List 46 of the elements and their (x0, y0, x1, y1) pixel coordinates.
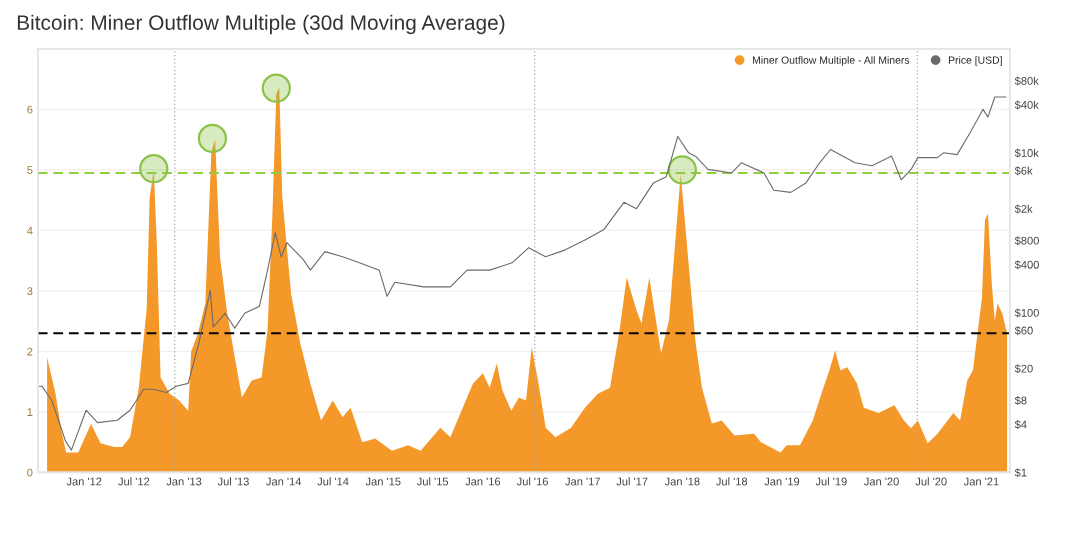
y2-tick-label: $80k (1014, 76, 1039, 86)
x-tick-label: Jul '18 (716, 477, 748, 486)
y2-tick-label: $40k (1014, 100, 1039, 110)
y-tick-label: 1 (27, 408, 33, 416)
point (261, 73, 291, 103)
y2-tick-label: $1 (1014, 468, 1027, 478)
y2-tick-label: $10k (1014, 148, 1039, 158)
y2-tick-label: $6k (1014, 166, 1033, 176)
chart-title: Bitcoin: Miner Outflow Multiple (30d Moving Average) (17, 14, 505, 35)
y2-tick-label: $20 (1014, 364, 1033, 374)
legend-label: Price [USD] (948, 56, 1002, 66)
y2-tick-label: $100 (1014, 308, 1039, 318)
x-tick-label: Jul '15 (416, 477, 449, 486)
x-tick-label: Jan '19 (764, 477, 800, 486)
y2-tick-label: $800 (1014, 236, 1039, 246)
point (197, 123, 228, 154)
x-tick-label: Jul '13 (217, 477, 249, 486)
x-tick-label: Jul '20 (915, 477, 947, 486)
x-tick-label: Jan '18 (664, 477, 700, 486)
y2-tick-label: $400 (1014, 260, 1039, 270)
x-tick-label: Jul '14 (317, 477, 349, 486)
y2-tick-label: $2k (1014, 204, 1033, 214)
y-tick-label: 3 (27, 287, 33, 296)
x-tick-label: Jul '17 (616, 477, 648, 486)
x-tick-label: Jan '20 (863, 477, 899, 486)
legend-label: Miner Outflow Multiple - All Miners (752, 56, 910, 66)
y-tick-label: 4 (27, 226, 33, 235)
point (667, 155, 697, 185)
x-tick-label: Jul '12 (118, 477, 150, 486)
x-tick-label: Jul '16 (516, 477, 548, 486)
x-tick-label: Jan '15 (365, 477, 401, 486)
y-tick-label: 6 (27, 105, 33, 114)
y-tick-label: 2 (27, 347, 33, 356)
x-tick-label: Jan '13 (166, 477, 202, 486)
x-tick-label: Jan '17 (565, 477, 600, 486)
point (139, 154, 169, 184)
y2-tick-label: $4 (1014, 420, 1027, 430)
y2-tick-label: $8 (1014, 396, 1027, 406)
y2-tick-label: $60 (1014, 326, 1033, 336)
x-tick-label: Jan '16 (465, 477, 501, 486)
x-tick-label: Jan '21 (963, 477, 999, 486)
y-tick-label: 5 (27, 166, 33, 175)
x-tick-label: Jan '14 (266, 477, 302, 486)
y-tick-label: 0 (27, 468, 33, 477)
x-tick-label: Jan '12 (66, 477, 102, 486)
x-tick-label: Jul '19 (815, 477, 847, 486)
